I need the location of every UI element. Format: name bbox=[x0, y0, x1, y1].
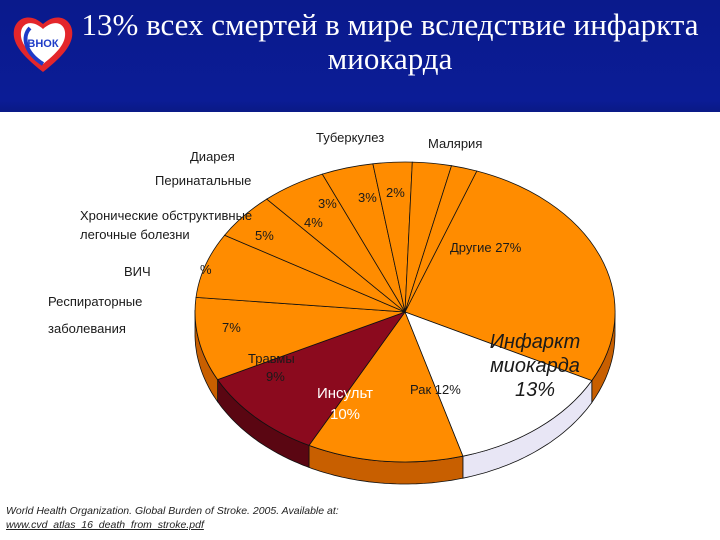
logo-text: ВНОК bbox=[27, 38, 58, 50]
value-perinatal: 4% bbox=[304, 215, 323, 230]
source-text: World Health Organization. Global Burden… bbox=[6, 505, 339, 517]
slide-title: 13% всех смертей в мире вследствие инфар… bbox=[81, 7, 699, 76]
label-mi-line2: миокарда bbox=[490, 355, 580, 377]
pie-slice-myocardial-infarction bbox=[404, 311, 593, 457]
label-hiv: ВИЧ bbox=[124, 264, 151, 279]
value-injuries: 9% bbox=[266, 369, 285, 384]
pie-slice-other bbox=[404, 170, 616, 382]
label-copd-line2: легочные болезни bbox=[80, 227, 190, 242]
label-mi-line1: Инфаркт bbox=[490, 331, 581, 353]
value-respiratory: 7% bbox=[222, 320, 241, 335]
pie-slice-injuries bbox=[194, 296, 406, 381]
label-cancer: Рак 12% bbox=[410, 382, 461, 397]
label-respiratory-line2: заболевания bbox=[48, 321, 126, 336]
label-diarrhea: Диарея bbox=[190, 149, 235, 164]
label-injuries: Травмы bbox=[248, 351, 295, 366]
value-malaria: 2% bbox=[386, 185, 405, 200]
label-other: Другие 27% bbox=[450, 240, 522, 255]
heart-logo-icon: ВНОК bbox=[13, 17, 73, 72]
value-mi: 13% bbox=[515, 379, 555, 401]
pie-slice-malaria bbox=[404, 165, 478, 313]
value-copd: 5% bbox=[255, 228, 274, 243]
value-stroke: 10% bbox=[330, 406, 360, 423]
pie-slice-stroke bbox=[216, 311, 407, 446]
value-tuberculosis: 3% bbox=[358, 190, 377, 205]
label-perinatal: Перинатальные bbox=[155, 173, 251, 188]
value-hiv: % bbox=[200, 262, 212, 277]
source-citation: World Health Organization. Global Burden… bbox=[6, 504, 526, 532]
label-malaria: Малярия bbox=[428, 136, 482, 151]
pie-slice-cancer bbox=[308, 311, 464, 463]
value-diarrhea: 3% bbox=[318, 196, 337, 211]
label-tuberculosis: Туберкулез bbox=[316, 130, 384, 145]
label-stroke: Инсульт bbox=[317, 385, 373, 402]
label-copd-line1: Хронические обструктивные bbox=[80, 208, 252, 223]
source-link[interactable]: www.cvd_atlas_16_death_from_stroke.pdf bbox=[6, 519, 204, 531]
label-respiratory-line1: Респираторные bbox=[48, 294, 142, 309]
pie-chart: Туберкулез Малярия Диарея Перинатальные … bbox=[48, 130, 616, 485]
